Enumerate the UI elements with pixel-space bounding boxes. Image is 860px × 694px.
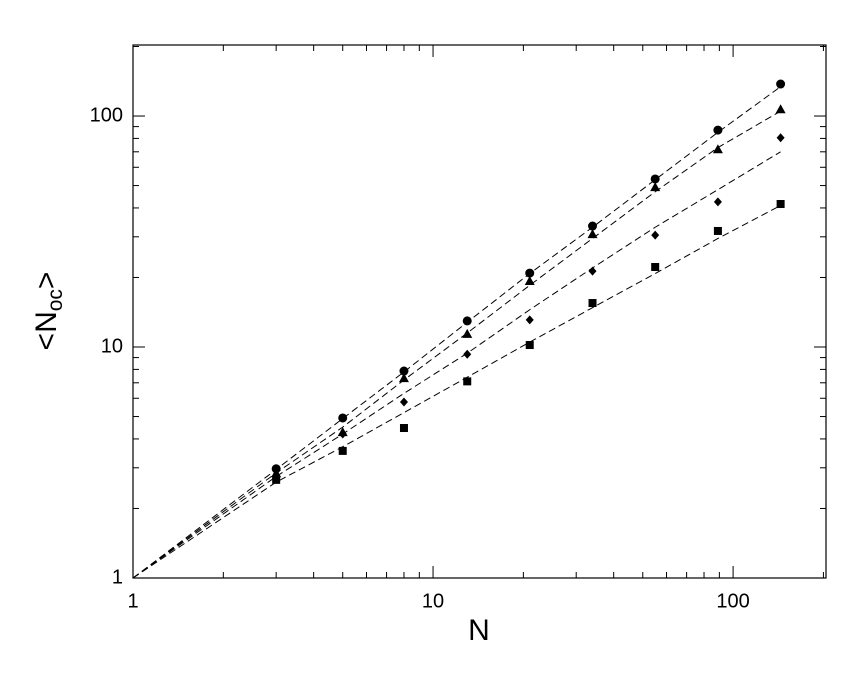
point-diamond [776,133,785,143]
point-diamond [525,315,534,325]
x-axis-label: N [468,614,490,647]
point-triangle [524,276,535,286]
x-tick-label: 100 [716,590,749,612]
fit-line [132,205,781,579]
x-tick-label: 1 [127,590,138,612]
point-diamond [713,197,722,207]
point-diamond [399,397,408,407]
y-tick-label: 10 [101,335,123,357]
y-tick-label: 100 [90,104,123,126]
y-label-main: <N [30,311,63,350]
point-triangle [712,144,723,154]
fit-line [132,151,781,579]
point-square [713,226,722,235]
fit-line [132,86,781,579]
point-square [588,299,597,308]
point-triangle [650,182,661,192]
point-square [463,377,472,386]
point-square [338,446,347,455]
y-label-sub: oc [44,289,67,311]
point-circle [776,79,786,89]
point-circle [338,413,348,423]
point-circle [713,125,723,135]
point-square [525,341,534,350]
point-diamond [463,349,472,359]
point-square [776,200,785,209]
plot-frame [132,44,827,579]
y-label-end: > [30,272,63,290]
point-square [272,475,281,484]
point-circle [462,316,472,326]
point-triangle [587,229,598,239]
point-square [399,424,408,433]
point-triangle [462,328,473,338]
point-diamond [651,230,660,240]
point-triangle [775,104,786,114]
point-circle [399,366,409,376]
y-tick-label: 1 [112,566,123,588]
fit-line [132,110,781,579]
y-axis-label: <Noc> [30,272,67,351]
point-triangle [398,373,409,383]
point-square [651,263,660,272]
x-tick-label: 10 [422,590,444,612]
